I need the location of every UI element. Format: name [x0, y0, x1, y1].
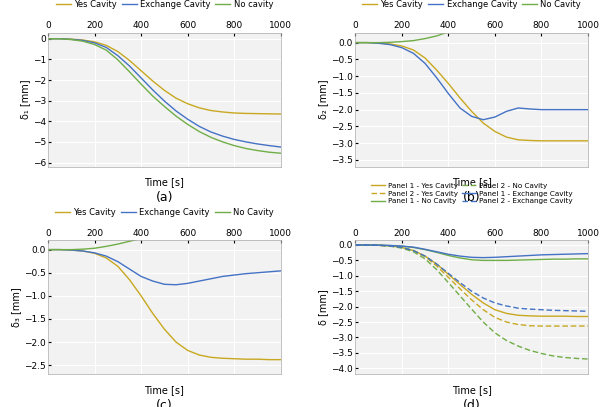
Y-axis label: δ₃ [mm]: δ₃ [mm]	[11, 287, 21, 327]
Text: Time [s]: Time [s]	[145, 385, 184, 395]
Legend: Yes Cavity, Exchange Cavity, No Cavity: Yes Cavity, Exchange Cavity, No Cavity	[359, 0, 584, 12]
Legend: Panel 1 - Yes Cavity, Panel 2 - Yes Cavity, Panel 1 - No Cavity, Panel 2 - No Ca: Panel 1 - Yes Cavity, Panel 2 - Yes Cavi…	[368, 180, 575, 207]
Text: (d): (d)	[463, 398, 481, 407]
Text: (c): (c)	[156, 398, 173, 407]
Legend: Yes Cavity, Exchange Cavity, No cavity: Yes Cavity, Exchange Cavity, No cavity	[52, 0, 277, 12]
Y-axis label: δ₁ [mm]: δ₁ [mm]	[20, 80, 30, 119]
Legend: Yes Cavity, Exchange Cavity, No Cavity: Yes Cavity, Exchange Cavity, No Cavity	[52, 204, 277, 220]
Text: Time [s]: Time [s]	[452, 177, 491, 187]
Text: (b): (b)	[463, 191, 481, 204]
Y-axis label: δ [mm]: δ [mm]	[319, 289, 329, 325]
Text: Time [s]: Time [s]	[452, 385, 491, 395]
Text: Time [s]: Time [s]	[145, 177, 184, 187]
Text: (a): (a)	[155, 191, 173, 204]
Y-axis label: δ₂ [mm]: δ₂ [mm]	[319, 80, 329, 119]
